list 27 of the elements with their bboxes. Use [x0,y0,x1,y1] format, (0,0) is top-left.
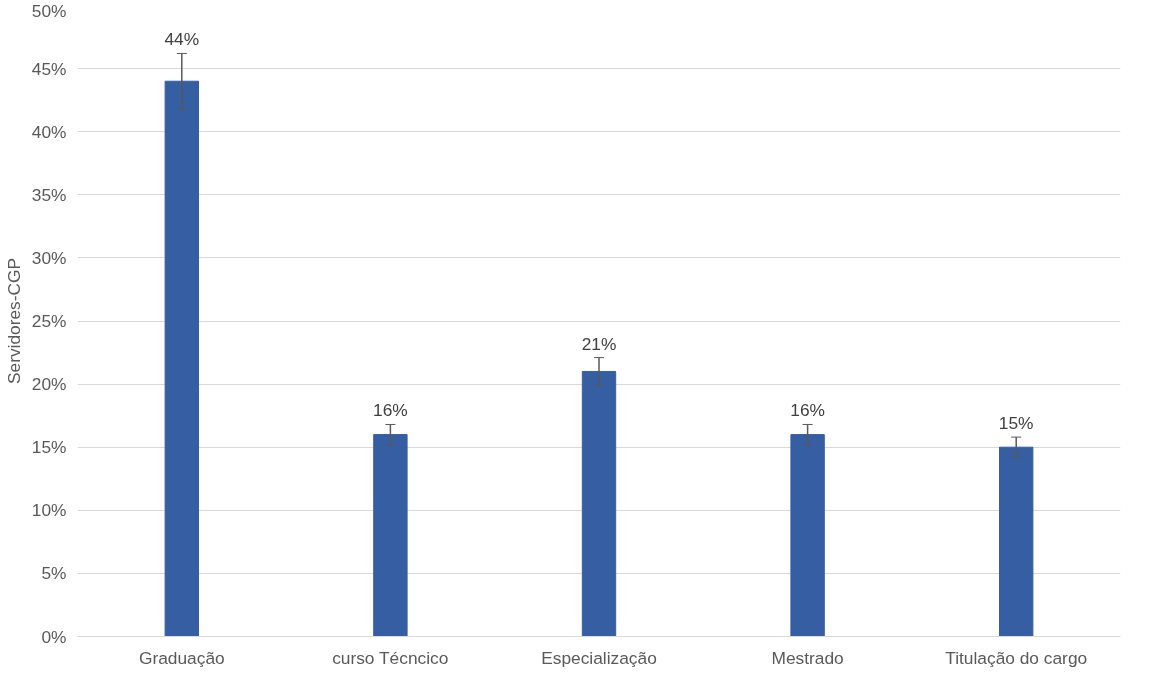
y-tick-label: 50% [31,0,67,21]
x-tick-label: Mestrado [771,647,844,668]
y-tick-label: 0% [41,626,67,647]
y-tick-label: 30% [31,247,67,268]
y-tick-label: 20% [31,374,67,395]
data-label: 16% [373,400,408,421]
y-tick-label: 15% [31,437,67,458]
bar [373,434,408,637]
data-label: 16% [790,400,825,421]
y-tick-label: 25% [31,311,67,331]
bar [581,370,617,637]
bar [999,446,1034,637]
x-tick-label: Especialização [541,647,657,668]
data-label: 15% [998,413,1034,434]
y-tick-label: 35% [31,184,67,205]
y-tick-label: 40% [31,121,67,142]
data-label: 21% [581,333,617,354]
x-tick-label: Titulação do cargo [945,647,1088,668]
y-tick-label: 45% [31,58,67,79]
y-tick-label: 5% [41,563,67,584]
y-axis-title: Servidores-CGP [3,257,24,385]
data-label: 44% [164,29,200,50]
bar [164,80,199,637]
y-tick-label: 10% [31,500,67,521]
x-tick-label: curso Técncico [332,647,449,668]
x-tick-label: Graduação [138,647,225,668]
bar [790,434,825,637]
